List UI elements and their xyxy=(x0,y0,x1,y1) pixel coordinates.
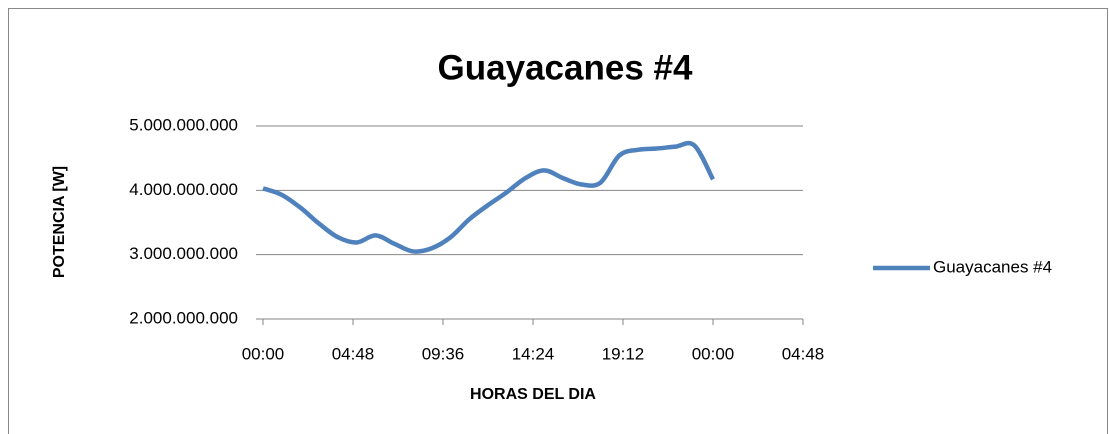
x-tick-label: 14:24 xyxy=(512,344,555,363)
x-tick-label: 09:36 xyxy=(422,344,465,363)
x-tick-label: 04:48 xyxy=(332,344,375,363)
x-tick-label: 00:00 xyxy=(242,344,285,363)
y-tick-label: 5.000.000.000 xyxy=(129,115,238,134)
legend-label: Guayacanes #4 xyxy=(933,257,1052,276)
y-tick-label: 4.000.000.000 xyxy=(129,180,238,199)
y-axis-title: POTENCIA [W] xyxy=(51,166,68,278)
x-tick-label: 19:12 xyxy=(602,344,645,363)
chart-title: Guayacanes #4 xyxy=(438,48,693,87)
x-axis-title: HORAS DEL DIA xyxy=(470,386,596,403)
chart-border xyxy=(8,8,1108,434)
y-tick-label: 2.000.000.000 xyxy=(129,308,238,327)
series-line xyxy=(262,140,716,254)
x-tick-label: 04:48 xyxy=(782,344,825,363)
y-tick-label: 3.000.000.000 xyxy=(129,244,238,263)
x-tick-label: 00:00 xyxy=(692,344,735,363)
